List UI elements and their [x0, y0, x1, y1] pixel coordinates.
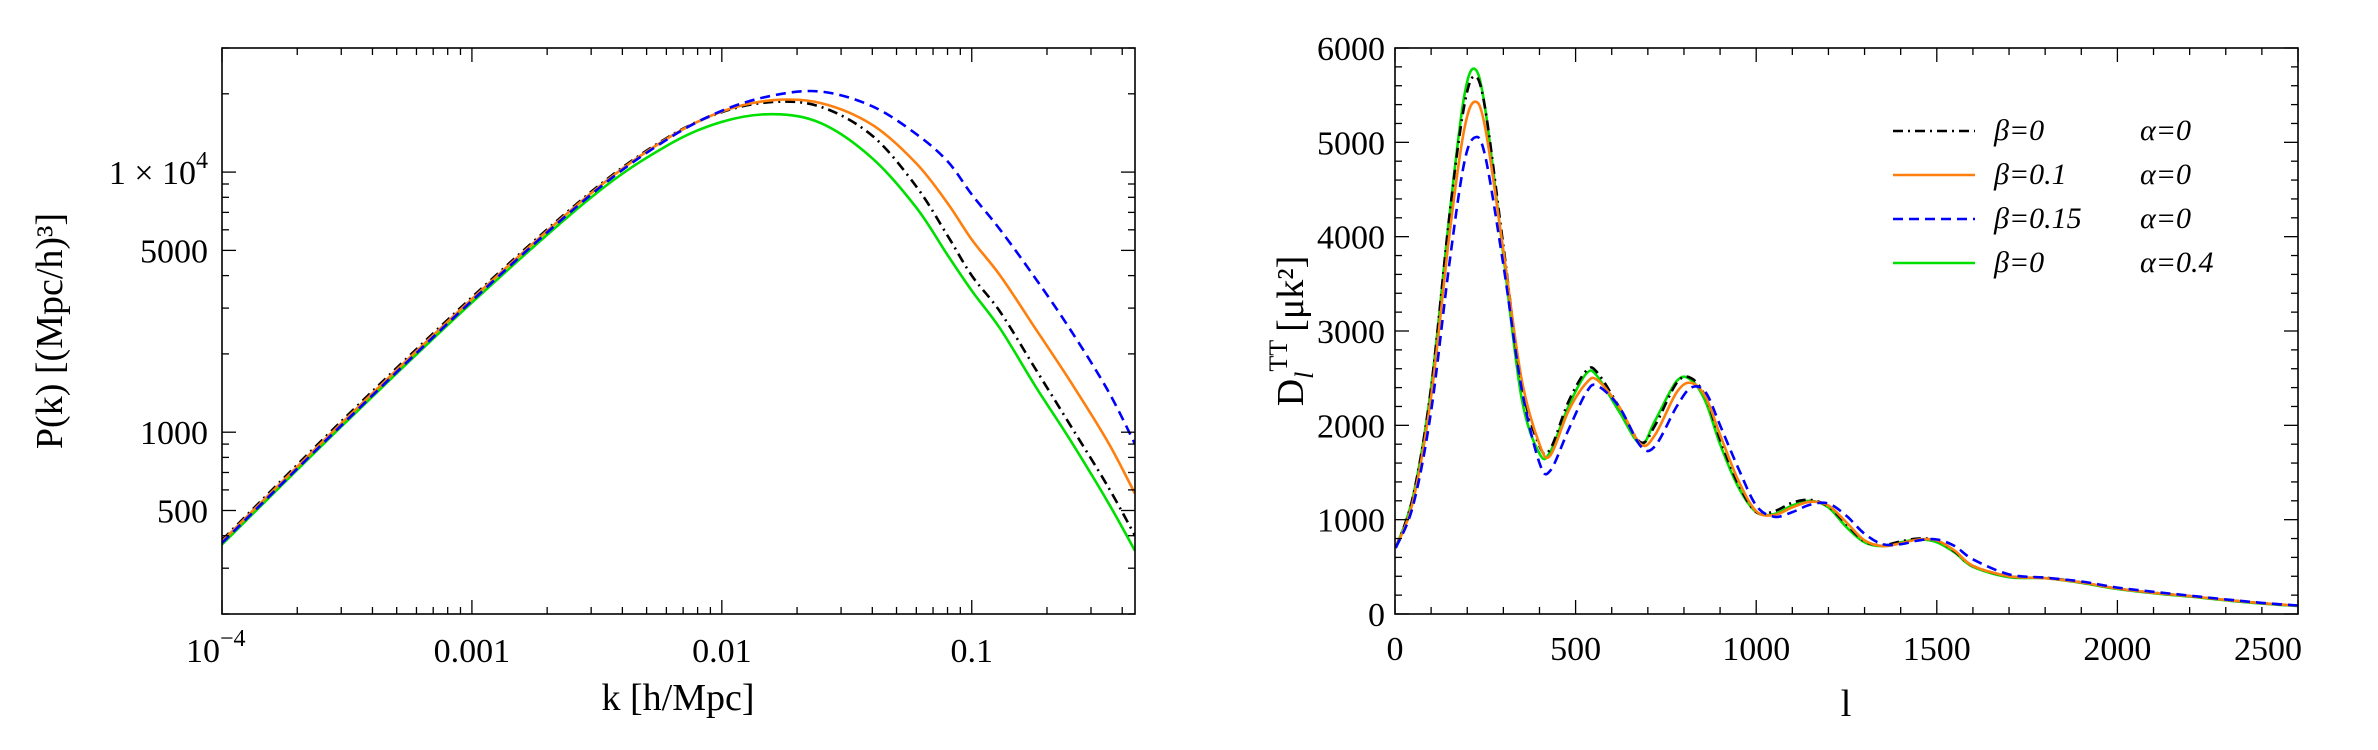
left-series-line-1 [222, 100, 1135, 541]
legend-beta-label: β=0.15 [1993, 202, 2082, 235]
right-y-axis-label: DlTT [μk²] [1264, 256, 1319, 407]
right-x-tick-label: 500 [1550, 631, 1601, 668]
left-y-axis-label: P(k) [(Mpc/h)³] [29, 213, 71, 449]
legend-beta-label: β=0 [1993, 246, 2044, 279]
right-y-tick-label: 2000 [1317, 408, 1385, 445]
legend-beta-label: β=0.1 [1993, 158, 2067, 191]
right-y-tick-label: 5000 [1317, 125, 1385, 162]
right-series-line-1 [1395, 74, 2298, 607]
left-plot-area [222, 89, 1135, 552]
legend-alpha-label: α=0 [2140, 202, 2191, 235]
right-x-tick-label: 1000 [1722, 631, 1790, 668]
right-y-axis-label-sub: l [1290, 372, 1319, 379]
left-y-tick-label: 500 [157, 493, 208, 530]
cmb-spectrum-chart: 0 500 1000 1500 2000 2500 0 1000 2000 3000 4000 500… [1264, 31, 2302, 725]
right-x-tick-label: 0 [1387, 631, 1404, 668]
power-spectrum-chart: 10−4 0.001 0.01 0.1 500 1000 5000 1 × 104 k [h/… [29, 47, 1136, 719]
left-series-line-0 [222, 112, 1135, 552]
left-series-line-2 [222, 98, 1135, 543]
legend: β=0 α=0 β=0.1 α=0 β=0.15 α=0 β=0 α=0.4 [1893, 114, 2214, 279]
legend-alpha-label: α=0 [2140, 114, 2191, 147]
right-plot-area [1395, 67, 2298, 608]
right-y-tick-label: 4000 [1317, 220, 1385, 257]
right-y-axis-label-main: D [1270, 379, 1312, 406]
right-y-tick-label: 0 [1368, 597, 1385, 634]
right-axes-ticks: 0 500 1000 1500 2000 2500 0 1000 2000 3000 4000 500… [1317, 31, 2302, 668]
left-x-tick-label: 0.1 [951, 633, 994, 670]
left-y-tick-label: 1 × 104 [109, 148, 208, 192]
left-y-tick-label: 1000 [140, 415, 208, 452]
right-x-axis-label: l [1841, 683, 1852, 725]
left-x-tick-label: 10−4 [186, 626, 246, 670]
right-y-tick-label: 6000 [1317, 31, 1385, 68]
left-y-tick-label: 5000 [140, 233, 208, 270]
right-x-tick-label: 2500 [2234, 631, 2302, 668]
legend-beta-label: β=0 [1993, 114, 2044, 147]
right-x-tick-label: 2000 [2083, 631, 2151, 668]
right-y-axis-label-sup: TT [1264, 340, 1293, 372]
left-x-axis-label: k [h/Mpc] [601, 677, 754, 719]
legend-alpha-label: α=0 [2140, 158, 2191, 191]
left-x-tick-label: 0.001 [434, 633, 511, 670]
right-y-tick-label: 1000 [1317, 503, 1385, 540]
left-x-tick-label: 0.01 [692, 633, 752, 670]
right-y-tick-label: 3000 [1317, 314, 1385, 351]
right-x-tick-label: 1500 [1903, 631, 1971, 668]
left-plot-frame [221, 47, 1136, 615]
legend-alpha-label: α=0.4 [2140, 246, 2214, 279]
left-series-line-3 [222, 89, 1135, 544]
left-axes-ticks: 10−4 0.001 0.01 0.1 500 1000 5000 1 × 104 [109, 47, 1135, 670]
right-series-line-3 [1395, 135, 2298, 607]
right-y-axis-label-unit: [μk²] [1270, 256, 1312, 332]
